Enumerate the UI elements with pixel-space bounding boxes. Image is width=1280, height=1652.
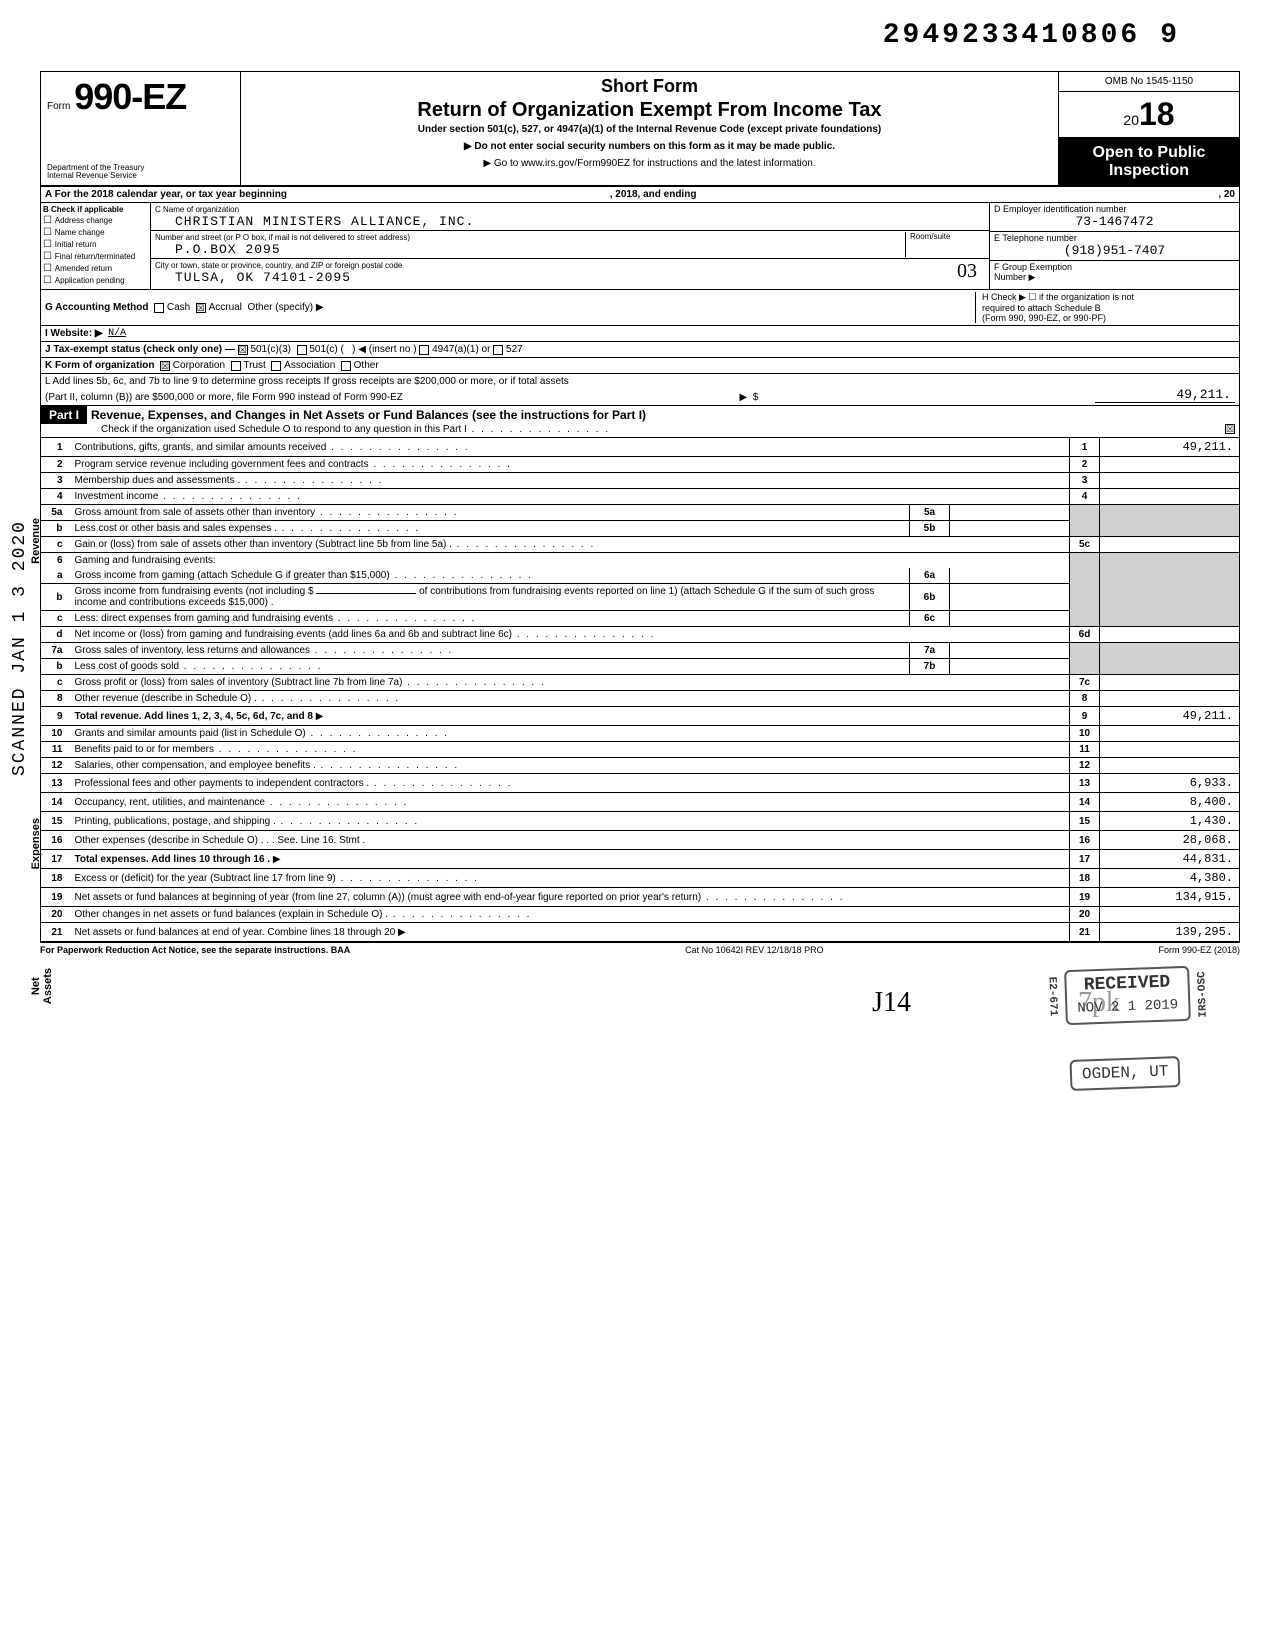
row-g: G Accounting Method Cash ☒ Accrual Other… [40, 290, 1240, 326]
title-cell: Short Form Return of Organization Exempt… [241, 72, 1059, 185]
line-15: 15Printing, publications, postage, and s… [41, 812, 1240, 831]
row-k: K Form of organization ☒ Corporation Tru… [40, 358, 1240, 374]
line-5a: 5aGross amount from sale of assets other… [41, 505, 1240, 521]
footer: For Paperwork Reduction Act Notice, see … [40, 942, 1240, 957]
chk-amended[interactable]: Amended return [43, 263, 148, 274]
col-def: D Employer identification number 73-1467… [989, 203, 1239, 289]
line-4: 4Investment income4 [41, 489, 1240, 505]
entity-block: B Check if applicable Address change Nam… [40, 203, 1240, 290]
line-13: 13Professional fees and other payments t… [41, 774, 1240, 793]
line-10: 10Grants and similar amounts paid (list … [41, 726, 1240, 742]
tab-expenses: Expenses [30, 818, 42, 869]
org-city: TULSA, OK 74101-2095 [155, 270, 351, 285]
gross-receipts: 49,211. [1095, 387, 1235, 403]
chk-501c3[interactable]: ☒ [238, 345, 248, 355]
right-header: OMB No 1545-1150 2018 Open to PublicInsp… [1059, 72, 1239, 185]
ein: 73-1467472 [994, 214, 1235, 229]
chk-other[interactable] [341, 361, 351, 371]
form-number-cell: Form 990-EZ Department of the Treasury I… [41, 72, 241, 185]
row-i: I Website: ▶ N/A [40, 326, 1240, 342]
line-3: 3Membership dues and assessments .3 [41, 473, 1240, 489]
row-j: J Tax-exempt status (check only one) — ☒… [40, 342, 1240, 358]
chk-final-return[interactable]: Final return/terminated [43, 251, 148, 262]
website: N/A [108, 328, 126, 339]
tab-netassets: Net Assets [30, 968, 54, 1004]
chk-trust[interactable] [231, 361, 241, 371]
line-18: 18Excess or (deficit) for the year (Subt… [41, 869, 1240, 888]
line-16: 16Other expenses (describe in Schedule O… [41, 831, 1240, 850]
line-7c: cGross profit or (loss) from sales of in… [41, 675, 1240, 691]
line-9: 9Total revenue. Add lines 1, 2, 3, 4, 5c… [41, 707, 1240, 726]
received-stamp: E2-671 RECEIVED NOV 2 1 2019 IRS-OSC [1064, 966, 1191, 1026]
line-11: 11Benefits paid to or for members11 [41, 742, 1240, 758]
line-8: 8Other revenue (describe in Schedule O) … [41, 691, 1240, 707]
form-header: Form 990-EZ Department of the Treasury I… [40, 71, 1240, 187]
line-7b: bLess cost of goods sold7b [41, 659, 1240, 675]
line-5b: bLess cost or other basis and sales expe… [41, 521, 1240, 537]
line-5c: cGain or (loss) from sale of assets othe… [41, 537, 1240, 553]
line-21: 21Net assets or fund balances at end of … [41, 923, 1240, 942]
col-b: B Check if applicable Address change Nam… [41, 203, 151, 289]
org-name: CHRISTIAN MINISTERS ALLIANCE, INC. [155, 214, 474, 229]
line-6d: dNet income or (loss) from gaming and fu… [41, 627, 1240, 643]
row-l: L Add lines 5b, 6c, and 7b to line 9 to … [40, 374, 1240, 406]
tab-revenue: Revenue [30, 518, 42, 564]
scanned-stamp: SCANNED JAN 1 3 2020 [10, 520, 30, 776]
chk-4947[interactable] [419, 345, 429, 355]
chk-address-change[interactable]: Address change [43, 215, 148, 226]
bottom-handwriting: J14 7pk [40, 957, 1240, 1029]
chk-527[interactable] [493, 345, 503, 355]
tracking-number: 29492334108069 [40, 20, 1240, 51]
chk-accrual[interactable]: ☒ [196, 303, 206, 313]
line-12: 12Salaries, other compensation, and empl… [41, 758, 1240, 774]
chk-corp[interactable]: ☒ [160, 361, 170, 371]
chk-name-change[interactable]: Name change [43, 227, 148, 238]
chk-assoc[interactable] [271, 361, 281, 371]
line-17: 17Total expenses. Add lines 10 through 1… [41, 850, 1240, 869]
org-street: P.O.BOX 2095 [155, 242, 281, 257]
col-c: C Name of organization CHRISTIAN MINISTE… [151, 203, 989, 289]
lines-table: 1Contributions, gifts, grants, and simil… [40, 438, 1240, 942]
handwritten-03: 03 [957, 260, 985, 285]
line-6b: bGross income from fundraising events (n… [41, 584, 1240, 611]
line-2: 2Program service revenue including gover… [41, 457, 1240, 473]
line-6a: aGross income from gaming (attach Schedu… [41, 568, 1240, 584]
part1-header: Part I Revenue, Expenses, and Changes in… [40, 406, 1240, 438]
chk-501c[interactable] [297, 345, 307, 355]
ogden-stamp: OGDEN, UT [1069, 1056, 1180, 1091]
chk-app-pending[interactable]: Application pending [43, 275, 148, 286]
line-14: 14Occupancy, rent, utilities, and mainte… [41, 793, 1240, 812]
chk-initial-return[interactable]: Initial return [43, 239, 148, 250]
chk-cash[interactable] [154, 303, 164, 313]
line-1: 1Contributions, gifts, grants, and simil… [41, 438, 1240, 457]
chk-schedule-o[interactable]: ☒ [1225, 424, 1235, 434]
tax-year-row: A For the 2018 calendar year, or tax yea… [40, 187, 1240, 203]
line-20: 20Other changes in net assets or fund ba… [41, 907, 1240, 923]
line-6c: cLess: direct expenses from gaming and f… [41, 611, 1240, 627]
telephone: (918)951-7407 [994, 243, 1235, 258]
line-19: 19Net assets or fund balances at beginni… [41, 888, 1240, 907]
line-7a: 7aGross sales of inventory, less returns… [41, 643, 1240, 659]
line-6: 6Gaming and fundraising events: [41, 553, 1240, 569]
